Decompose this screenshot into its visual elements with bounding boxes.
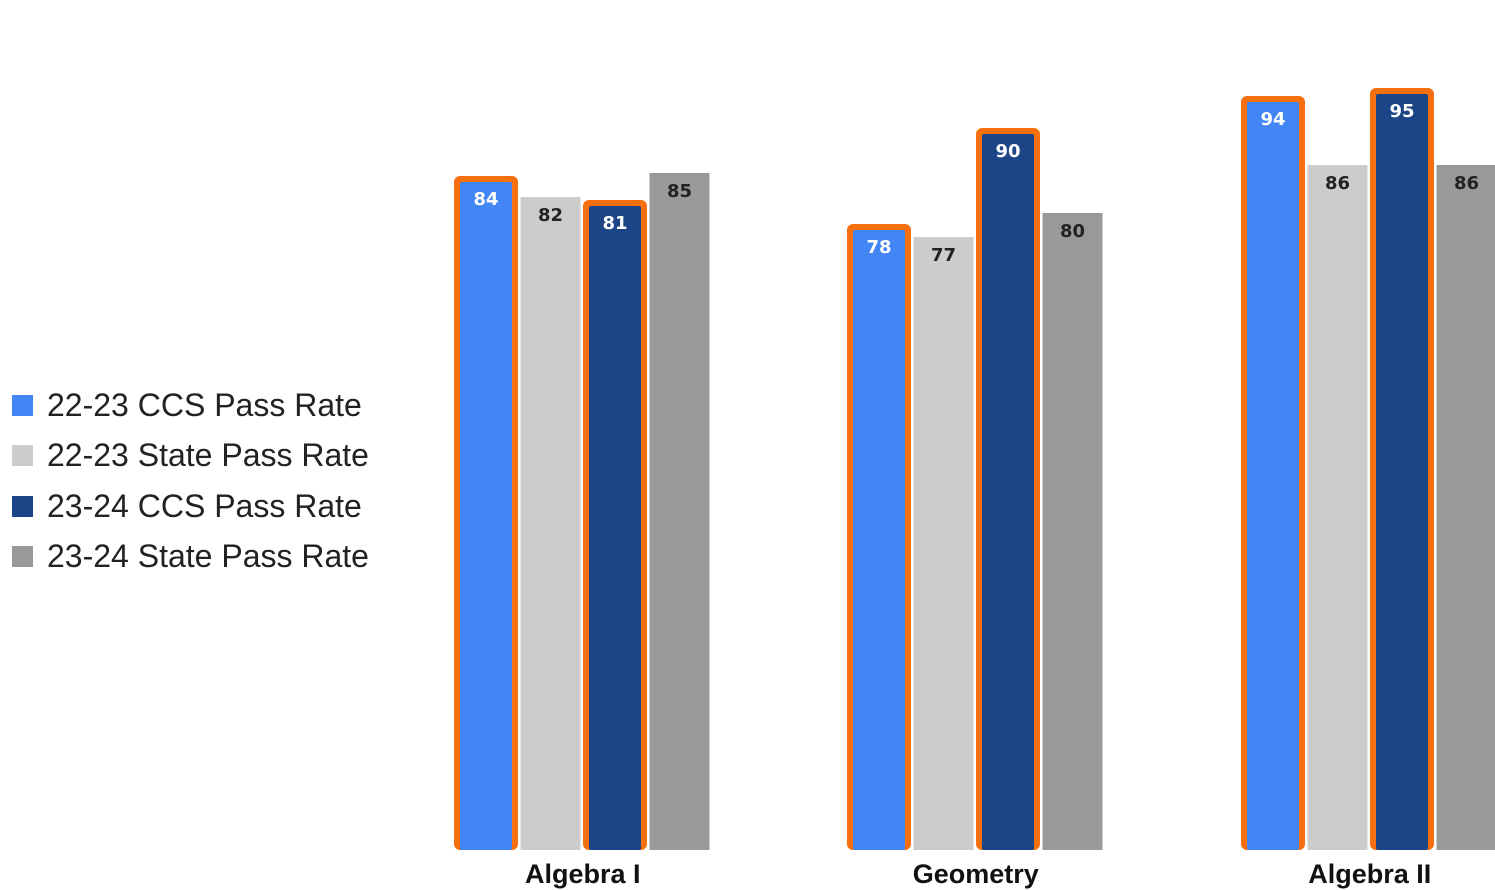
category-group-geometry: 78 77 90 80 Geometry	[847, 128, 1103, 889]
category-group-algebra-ii: 94 86 95 86 Algebra II	[1241, 88, 1495, 889]
bar-22-23-state-pass-rate-algebra-ii	[1307, 165, 1368, 850]
bar-22-23-state-pass-rate-geometry	[913, 237, 974, 850]
category-label: Algebra II	[1308, 859, 1431, 889]
bar-value-label: 86	[1325, 173, 1350, 194]
bar-value-label: 82	[538, 205, 563, 226]
bar-23-24-ccs-pass-rate-algebra-i	[589, 206, 641, 850]
bar-23-24-ccs-pass-rate-algebra-ii	[1376, 94, 1428, 850]
bar-22-23-ccs-pass-rate-algebra-ii	[1247, 102, 1299, 850]
bar-value-label: 86	[1454, 173, 1479, 194]
legend-label: 23-24 State Pass Rate	[47, 538, 369, 575]
bar-22-23-state-pass-rate-algebra-i	[520, 197, 581, 850]
bar-value-label: 85	[667, 181, 692, 202]
bar-23-24-state-pass-rate-geometry	[1042, 213, 1103, 850]
bar-value-label: 94	[1260, 109, 1285, 130]
legend-label: 23-24 CCS Pass Rate	[47, 487, 362, 524]
legend: 22-23 CCS Pass Rate 22-23 State Pass Rat…	[12, 380, 412, 582]
bar-value-label: 90	[995, 141, 1020, 162]
bar-23-24-ccs-pass-rate-geometry	[982, 134, 1034, 850]
bar-value-label: 78	[866, 237, 891, 258]
bar-value-label: 80	[1060, 221, 1085, 242]
bar-23-24-state-pass-rate-algebra-i	[649, 173, 710, 850]
legend-label: 22-23 State Pass Rate	[47, 437, 369, 474]
legend-item-22-23-ccs: 22-23 CCS Pass Rate	[12, 380, 412, 431]
legend-item-23-24-ccs: 23-24 CCS Pass Rate	[12, 481, 412, 532]
legend-swatch	[12, 546, 33, 568]
legend-swatch	[12, 445, 33, 467]
bar-value-label: 81	[602, 213, 627, 234]
bar-23-24-state-pass-rate-algebra-ii	[1436, 165, 1495, 850]
category-label: Geometry	[913, 859, 1039, 889]
legend-item-22-23-state: 22-23 State Pass Rate	[12, 431, 412, 482]
bar-value-label: 95	[1389, 101, 1414, 122]
bar-22-23-ccs-pass-rate-algebra-i	[460, 182, 512, 850]
legend-label: 22-23 CCS Pass Rate	[47, 386, 362, 423]
legend-item-23-24-state: 23-24 State Pass Rate	[12, 532, 412, 583]
bar-value-label: 84	[473, 189, 498, 210]
legend-swatch	[12, 495, 33, 517]
legend-swatch	[12, 394, 33, 416]
category-label: Algebra I	[525, 859, 641, 889]
category-group-algebra-i: 84 82 81 85 Algebra I	[454, 173, 710, 889]
bar-22-23-ccs-pass-rate-geometry	[853, 230, 905, 850]
bar-value-label: 77	[931, 245, 956, 266]
